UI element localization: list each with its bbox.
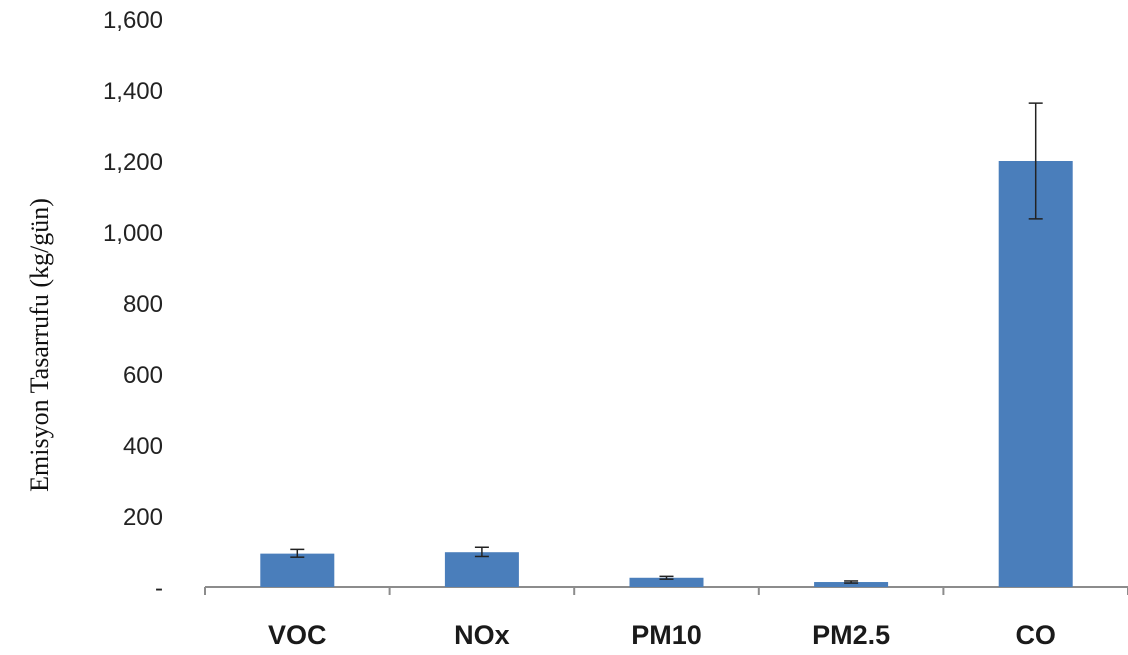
y-tick-label-2: 400 [123, 433, 163, 460]
y-tick-label-6: 1,200 [103, 149, 163, 176]
y-axis-title: Emisyon Tasarrufu (kg/gün) [25, 198, 54, 492]
y-tick-label-1: 200 [123, 504, 163, 531]
category-label-co: CO [1015, 620, 1056, 650]
y-tick-label-0: - [155, 575, 163, 602]
bars [260, 161, 1073, 587]
y-tick-label-4: 800 [123, 291, 163, 318]
category-labels: VOC NOx PM10 PM2.5 CO [268, 620, 1056, 650]
category-label-nox: NOx [454, 620, 510, 650]
y-tick-label-8: 1,600 [103, 7, 163, 34]
x-axis [204, 586, 1128, 595]
bar-voc [260, 553, 335, 587]
bar-nox [444, 552, 519, 587]
bar-pm10 [629, 577, 704, 587]
y-tick-label-7: 1,400 [103, 78, 163, 105]
error-bars [290, 102, 1043, 584]
bar-co [998, 161, 1073, 587]
y-tick-label-5: 1,000 [103, 220, 163, 247]
category-label-pm25: PM2.5 [812, 620, 890, 650]
y-tick-label-3: 600 [123, 362, 163, 389]
bar-pm25 [814, 582, 889, 587]
category-label-voc: VOC [268, 620, 327, 650]
y-axis: - 200 400 600 800 1,000 1,200 1,400 1,600 [103, 7, 163, 602]
category-label-pm10: PM10 [631, 620, 702, 650]
